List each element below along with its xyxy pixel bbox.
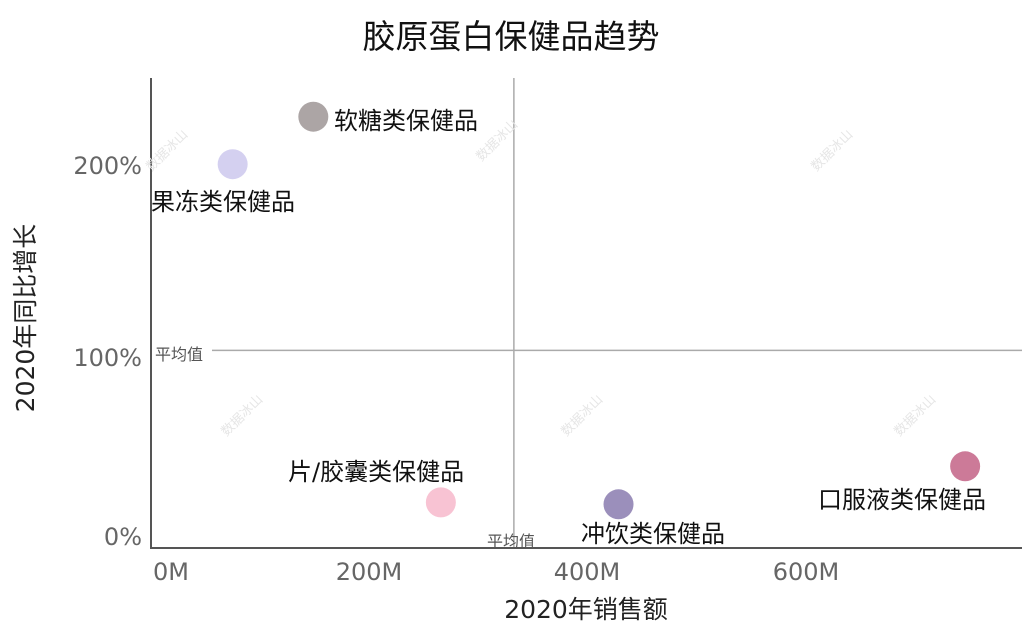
data-point xyxy=(298,101,329,132)
y-average-label: 平均值 xyxy=(155,345,204,364)
point-label-drink-powder: 冲饮类保健品 xyxy=(581,520,725,548)
y-tick-0: 0% xyxy=(103,523,142,551)
point-label-jelly: 果冻类保健品 xyxy=(151,188,295,216)
y-tick-100: 100% xyxy=(73,344,142,372)
y-tick-200: 200% xyxy=(73,152,142,180)
chart-title: 胶原蛋白保健品趋势 xyxy=(362,17,660,56)
x-tick-400: 400M xyxy=(553,558,621,586)
data-point xyxy=(603,489,634,520)
point-label-gummy: 软糖类保健品 xyxy=(334,107,478,135)
x-average-label: 平均值 xyxy=(487,532,536,551)
point-label-oral-liquid: 口服液类保健品 xyxy=(818,486,986,514)
point-label-tablet-capsule: 片/胶囊类保健品 xyxy=(288,458,465,486)
x-tick-200: 200M xyxy=(335,558,403,586)
x-tick-600: 600M xyxy=(772,558,840,586)
data-point xyxy=(425,487,456,518)
data-point xyxy=(217,149,248,180)
x-axis-title: 2020年销售额 xyxy=(504,595,668,624)
x-tick-0: 0M xyxy=(153,558,189,586)
data-point xyxy=(950,451,981,482)
